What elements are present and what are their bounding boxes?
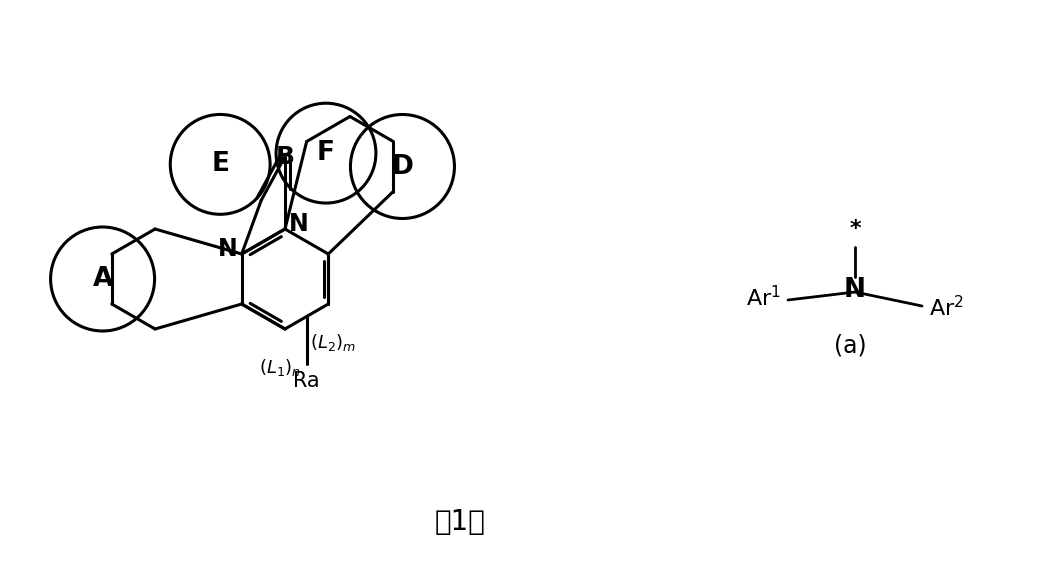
Text: (a): (a) bbox=[834, 334, 867, 358]
Text: （1）: （1） bbox=[435, 508, 485, 536]
Text: D: D bbox=[392, 153, 414, 179]
Text: F: F bbox=[317, 140, 335, 166]
Text: $(L_2)_m$: $(L_2)_m$ bbox=[311, 332, 356, 353]
Text: Ar$^2$: Ar$^2$ bbox=[929, 296, 963, 320]
Text: A: A bbox=[93, 266, 113, 292]
Text: *: * bbox=[849, 219, 860, 239]
Text: Ar$^1$: Ar$^1$ bbox=[746, 285, 781, 311]
Text: N: N bbox=[290, 212, 309, 236]
Text: N: N bbox=[218, 237, 238, 261]
Text: N: N bbox=[845, 277, 866, 303]
Text: Ra: Ra bbox=[294, 371, 320, 391]
Text: E: E bbox=[212, 151, 230, 177]
Text: B: B bbox=[276, 144, 295, 169]
Text: $(L_1)_n$: $(L_1)_n$ bbox=[259, 357, 301, 378]
